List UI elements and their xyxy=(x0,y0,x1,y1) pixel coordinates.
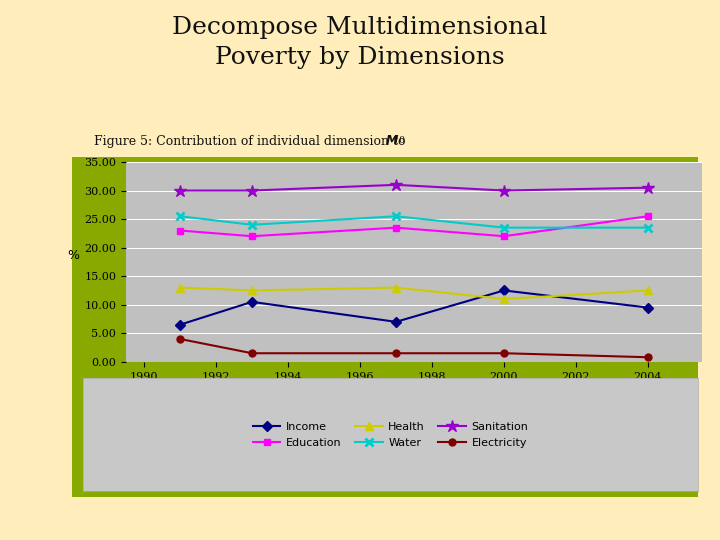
Text: $\bfit{M}$: $\bfit{M}$ xyxy=(385,134,400,147)
Text: 0: 0 xyxy=(398,136,405,145)
Text: Figure 5: Contribution of individual dimension to: Figure 5: Contribution of individual dim… xyxy=(94,135,409,148)
Text: Decompose Multidimensional
Poverty by Dimensions: Decompose Multidimensional Poverty by Di… xyxy=(172,16,548,70)
Legend: Income, Education, Health, Water, Sanitation, Electricity: Income, Education, Health, Water, Sanita… xyxy=(248,417,533,453)
Y-axis label: %: % xyxy=(67,249,79,262)
X-axis label: Year: Year xyxy=(400,387,428,400)
